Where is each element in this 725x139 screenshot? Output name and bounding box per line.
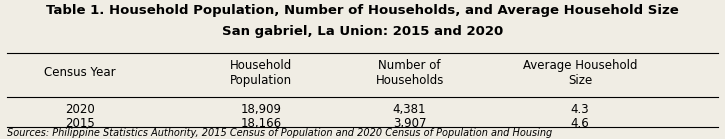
Text: 4.6: 4.6 (571, 116, 589, 130)
Text: 18,909: 18,909 (241, 103, 281, 116)
Text: Sources: Philippine Statistics Authority, 2015 Census of Population and 2020 Cen: Sources: Philippine Statistics Authority… (7, 128, 552, 138)
Text: Number of
Households: Number of Households (376, 59, 444, 87)
Text: Household
Population: Household Population (230, 59, 292, 87)
Text: Census Year: Census Year (44, 66, 115, 80)
Text: San gabriel, La Union: 2015 and 2020: San gabriel, La Union: 2015 and 2020 (222, 25, 503, 38)
Text: 2020: 2020 (65, 103, 95, 116)
Text: Average Household
Size: Average Household Size (523, 59, 637, 87)
Text: 4,381: 4,381 (393, 103, 426, 116)
Text: 2015: 2015 (65, 116, 95, 130)
Text: 4.3: 4.3 (571, 103, 589, 116)
Text: 3,907: 3,907 (393, 116, 426, 130)
Text: 18,166: 18,166 (241, 116, 281, 130)
Text: Table 1. Household Population, Number of Households, and Average Household Size: Table 1. Household Population, Number of… (46, 4, 679, 17)
